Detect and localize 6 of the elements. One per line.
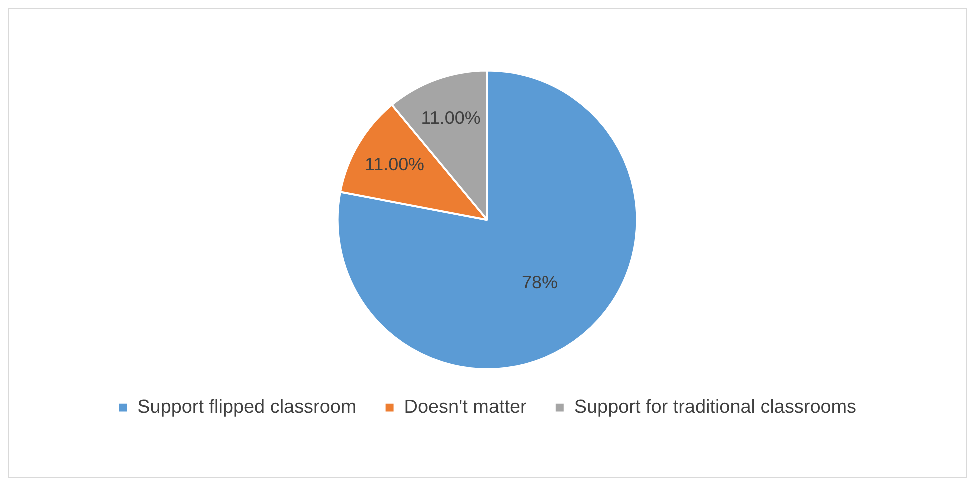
data-label: 11.00% [421,108,481,128]
legend-label: Support for traditional classrooms [574,397,857,418]
data-label: 78% [522,272,558,292]
data-label: 11.00% [364,154,425,174]
legend-label: Support flipped classroom [138,397,357,418]
legend-label: Doesn't matter [404,397,527,418]
